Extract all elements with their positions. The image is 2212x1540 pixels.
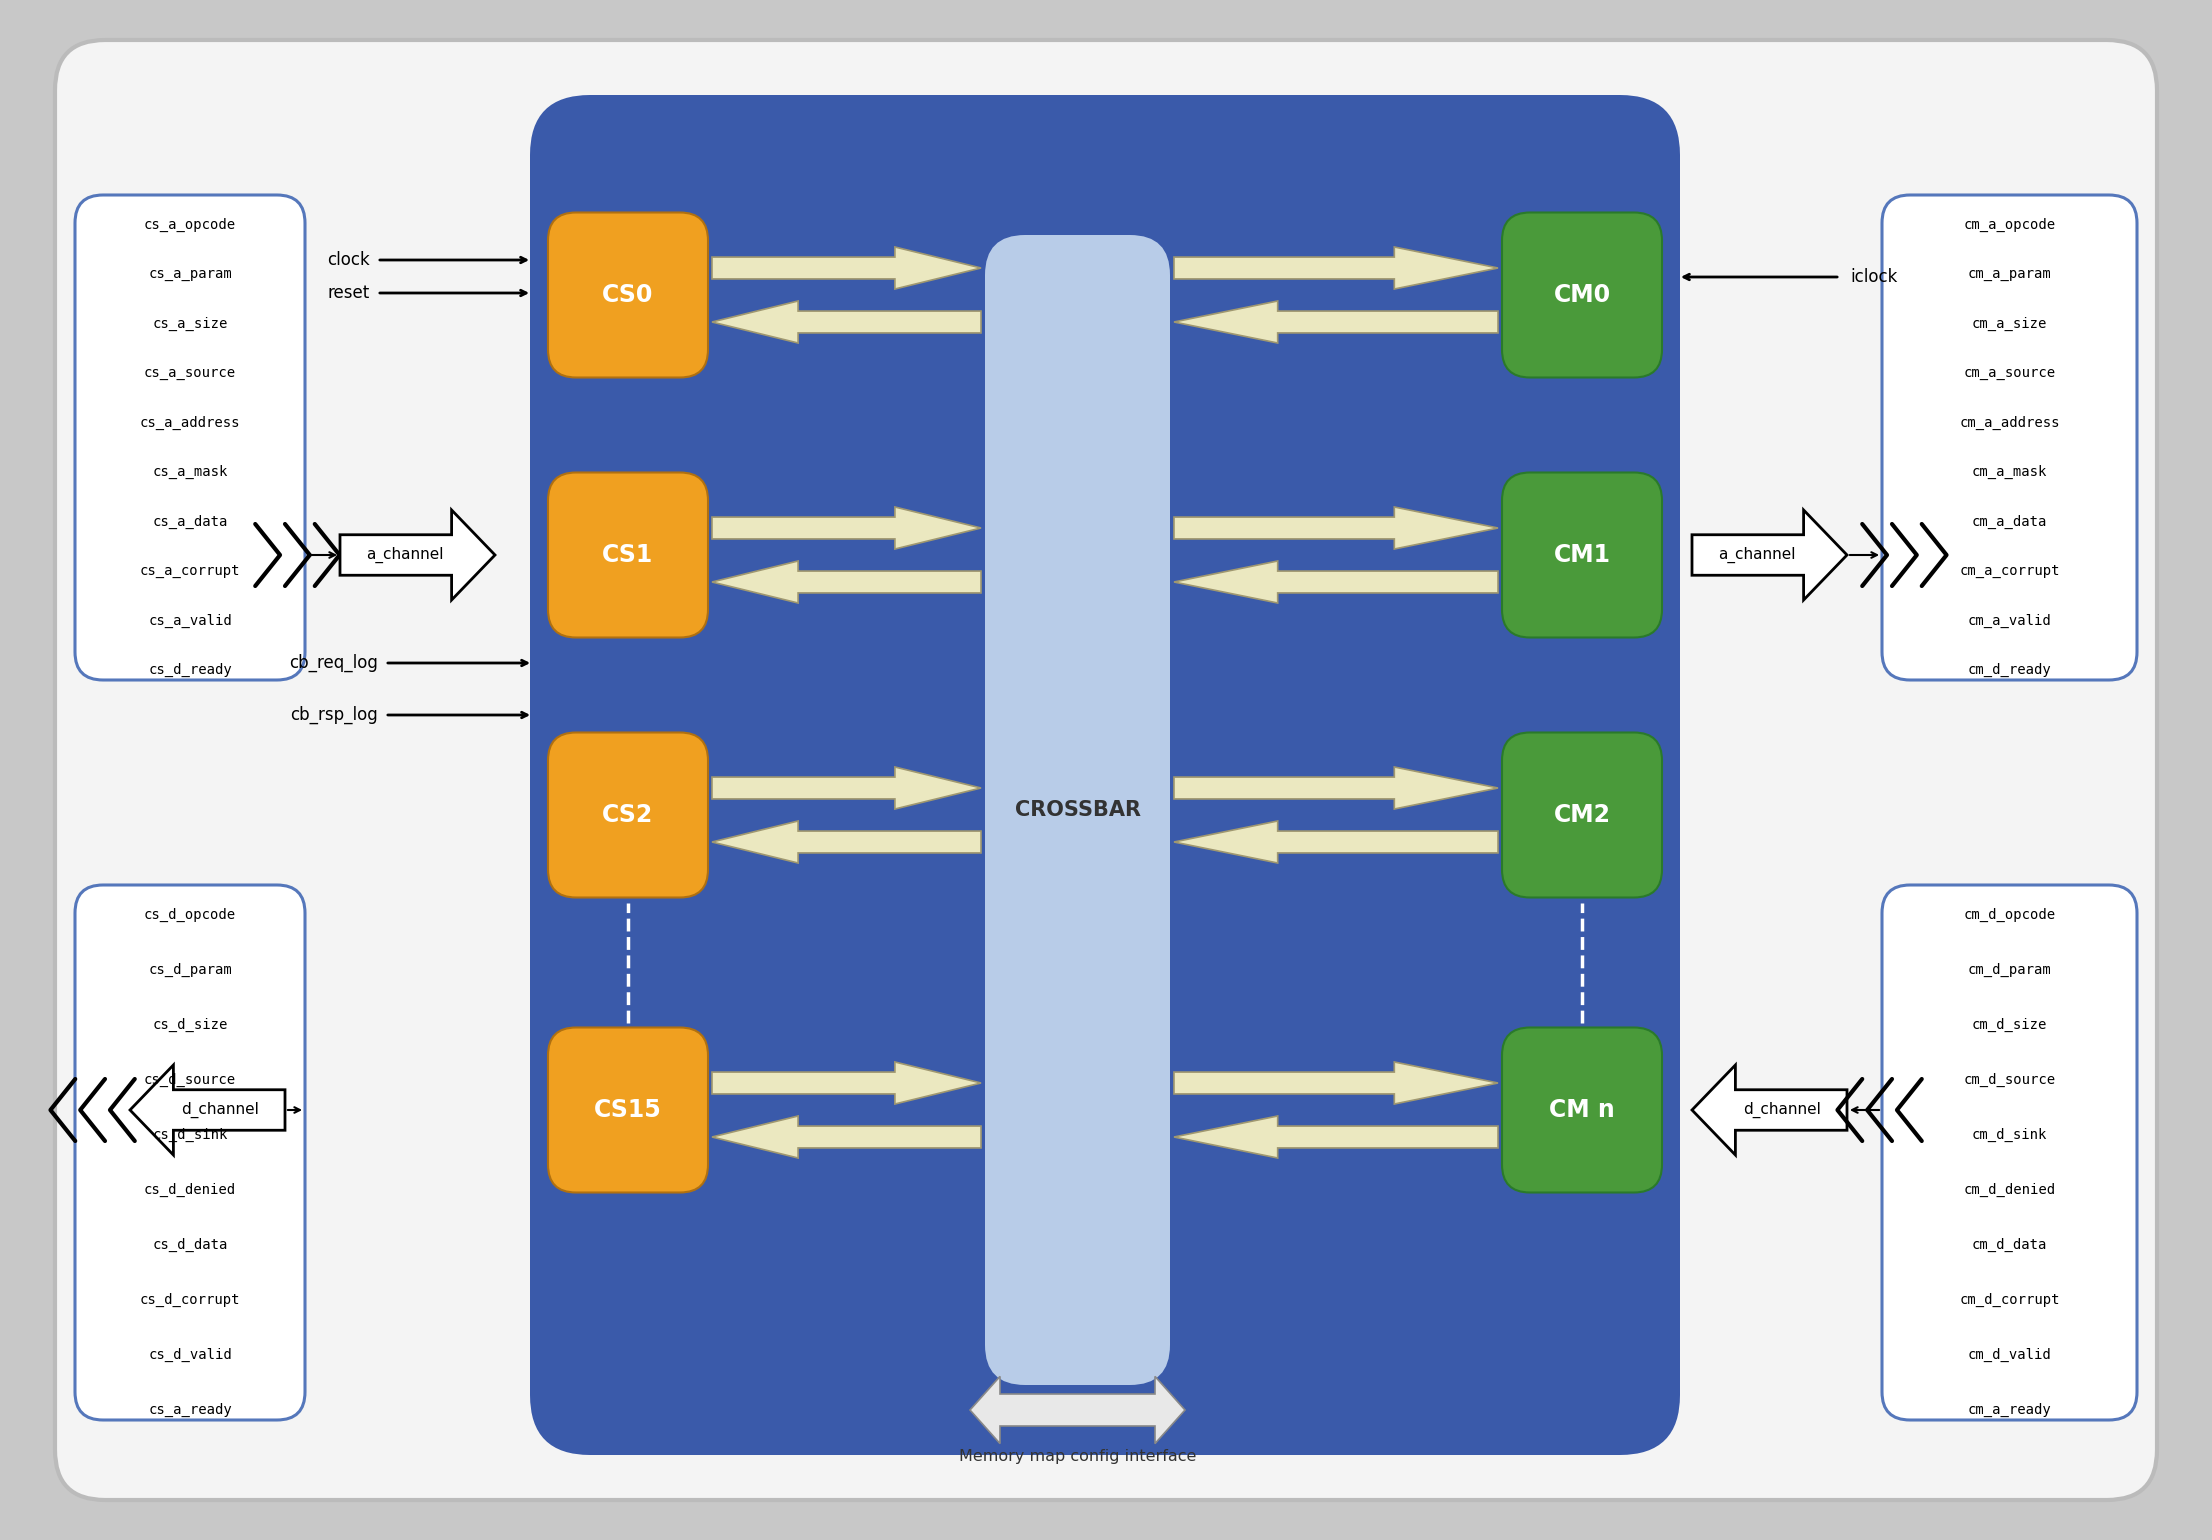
Text: cm_a_address: cm_a_address xyxy=(1960,416,2059,430)
Text: cs_d_corrupt: cs_d_corrupt xyxy=(139,1294,241,1307)
Text: cs_a_opcode: cs_a_opcode xyxy=(144,219,237,233)
Polygon shape xyxy=(341,510,495,601)
FancyBboxPatch shape xyxy=(1882,885,2137,1420)
Text: d_channel: d_channel xyxy=(181,1103,259,1118)
Polygon shape xyxy=(712,561,980,604)
Text: cs_d_param: cs_d_param xyxy=(148,962,232,976)
Text: cm_a_ready: cm_a_ready xyxy=(1969,1403,2051,1417)
Text: cs_d_source: cs_d_source xyxy=(144,1073,237,1087)
Text: cm_d_sink: cm_d_sink xyxy=(1971,1127,2046,1143)
FancyBboxPatch shape xyxy=(75,196,305,681)
Text: CROSSBAR: CROSSBAR xyxy=(1015,799,1141,819)
Text: cs_a_corrupt: cs_a_corrupt xyxy=(139,564,241,578)
FancyBboxPatch shape xyxy=(549,213,708,377)
Text: cm_d_valid: cm_d_valid xyxy=(1969,1348,2051,1361)
Polygon shape xyxy=(1175,821,1498,862)
Text: CM2: CM2 xyxy=(1553,802,1610,827)
Text: CM n: CM n xyxy=(1548,1098,1615,1123)
Polygon shape xyxy=(712,300,980,343)
Text: cb_req_log: cb_req_log xyxy=(290,654,378,671)
Text: cm_d_param: cm_d_param xyxy=(1969,962,2051,976)
FancyBboxPatch shape xyxy=(549,473,708,638)
Text: CM1: CM1 xyxy=(1553,544,1610,567)
Text: iclock: iclock xyxy=(1849,268,1898,286)
Polygon shape xyxy=(712,767,980,808)
Text: cs_a_mask: cs_a_mask xyxy=(153,465,228,479)
Text: cm_d_size: cm_d_size xyxy=(1971,1018,2046,1032)
Text: cm_a_size: cm_a_size xyxy=(1971,317,2046,331)
Text: CS1: CS1 xyxy=(602,544,653,567)
Polygon shape xyxy=(712,1063,980,1104)
Text: CS0: CS0 xyxy=(602,283,655,306)
FancyBboxPatch shape xyxy=(1502,733,1661,898)
Polygon shape xyxy=(712,507,980,548)
Text: cm_a_corrupt: cm_a_corrupt xyxy=(1960,564,2059,578)
Text: cs_d_opcode: cs_d_opcode xyxy=(144,909,237,922)
Polygon shape xyxy=(1175,246,1498,290)
Text: cm_a_mask: cm_a_mask xyxy=(1971,465,2046,479)
Text: cm_d_opcode: cm_d_opcode xyxy=(1964,909,2055,922)
Text: cs_a_ready: cs_a_ready xyxy=(148,1403,232,1417)
Text: cm_a_opcode: cm_a_opcode xyxy=(1964,219,2055,233)
Text: d_channel: d_channel xyxy=(1743,1103,1820,1118)
Text: cs_a_source: cs_a_source xyxy=(144,367,237,380)
Polygon shape xyxy=(1175,1116,1498,1158)
Polygon shape xyxy=(1175,507,1498,548)
Polygon shape xyxy=(1175,300,1498,343)
Text: cm_d_source: cm_d_source xyxy=(1964,1073,2055,1087)
Text: cm_a_valid: cm_a_valid xyxy=(1969,613,2051,628)
Text: cs_a_param: cs_a_param xyxy=(148,268,232,282)
FancyBboxPatch shape xyxy=(1502,213,1661,377)
FancyBboxPatch shape xyxy=(75,885,305,1420)
FancyBboxPatch shape xyxy=(1502,473,1661,638)
Polygon shape xyxy=(712,246,980,290)
Text: clock: clock xyxy=(327,251,369,270)
Text: cm_d_data: cm_d_data xyxy=(1971,1238,2046,1252)
Text: cm_a_source: cm_a_source xyxy=(1964,367,2055,380)
Text: cm_a_param: cm_a_param xyxy=(1969,268,2051,282)
Text: cs_d_ready: cs_d_ready xyxy=(148,662,232,678)
Polygon shape xyxy=(1175,561,1498,604)
Text: cs_a_address: cs_a_address xyxy=(139,416,241,430)
Text: cs_d_data: cs_d_data xyxy=(153,1238,228,1252)
Text: cs_a_valid: cs_a_valid xyxy=(148,613,232,628)
Text: cm_d_corrupt: cm_d_corrupt xyxy=(1960,1294,2059,1307)
Text: cs_d_valid: cs_d_valid xyxy=(148,1348,232,1361)
Polygon shape xyxy=(1175,767,1498,808)
Text: cs_a_size: cs_a_size xyxy=(153,317,228,331)
Text: cs_a_data: cs_a_data xyxy=(153,514,228,528)
FancyBboxPatch shape xyxy=(549,733,708,898)
Text: cm_d_ready: cm_d_ready xyxy=(1969,662,2051,678)
Text: CS2: CS2 xyxy=(602,802,653,827)
Polygon shape xyxy=(971,1377,1186,1443)
FancyBboxPatch shape xyxy=(55,40,2157,1500)
Polygon shape xyxy=(712,821,980,862)
Text: CS15: CS15 xyxy=(595,1098,661,1123)
Text: cs_d_size: cs_d_size xyxy=(153,1018,228,1032)
FancyBboxPatch shape xyxy=(984,236,1170,1384)
Polygon shape xyxy=(1175,1063,1498,1104)
Polygon shape xyxy=(131,1066,285,1155)
Text: cs_d_denied: cs_d_denied xyxy=(144,1183,237,1197)
Polygon shape xyxy=(712,1116,980,1158)
FancyBboxPatch shape xyxy=(531,95,1679,1455)
Text: a_channel: a_channel xyxy=(1719,547,1796,564)
Polygon shape xyxy=(1692,510,1847,601)
Text: a_channel: a_channel xyxy=(367,547,445,564)
FancyBboxPatch shape xyxy=(1502,1027,1661,1192)
Text: reset: reset xyxy=(327,283,369,302)
Text: cm_d_denied: cm_d_denied xyxy=(1964,1183,2055,1197)
Text: cb_rsp_log: cb_rsp_log xyxy=(290,705,378,724)
FancyBboxPatch shape xyxy=(549,1027,708,1192)
Text: cs_d_sink: cs_d_sink xyxy=(153,1127,228,1143)
Text: CM0: CM0 xyxy=(1553,283,1610,306)
FancyBboxPatch shape xyxy=(1882,196,2137,681)
Polygon shape xyxy=(1692,1066,1847,1155)
Text: Memory map config interface: Memory map config interface xyxy=(958,1449,1197,1463)
Text: cm_a_data: cm_a_data xyxy=(1971,514,2046,528)
